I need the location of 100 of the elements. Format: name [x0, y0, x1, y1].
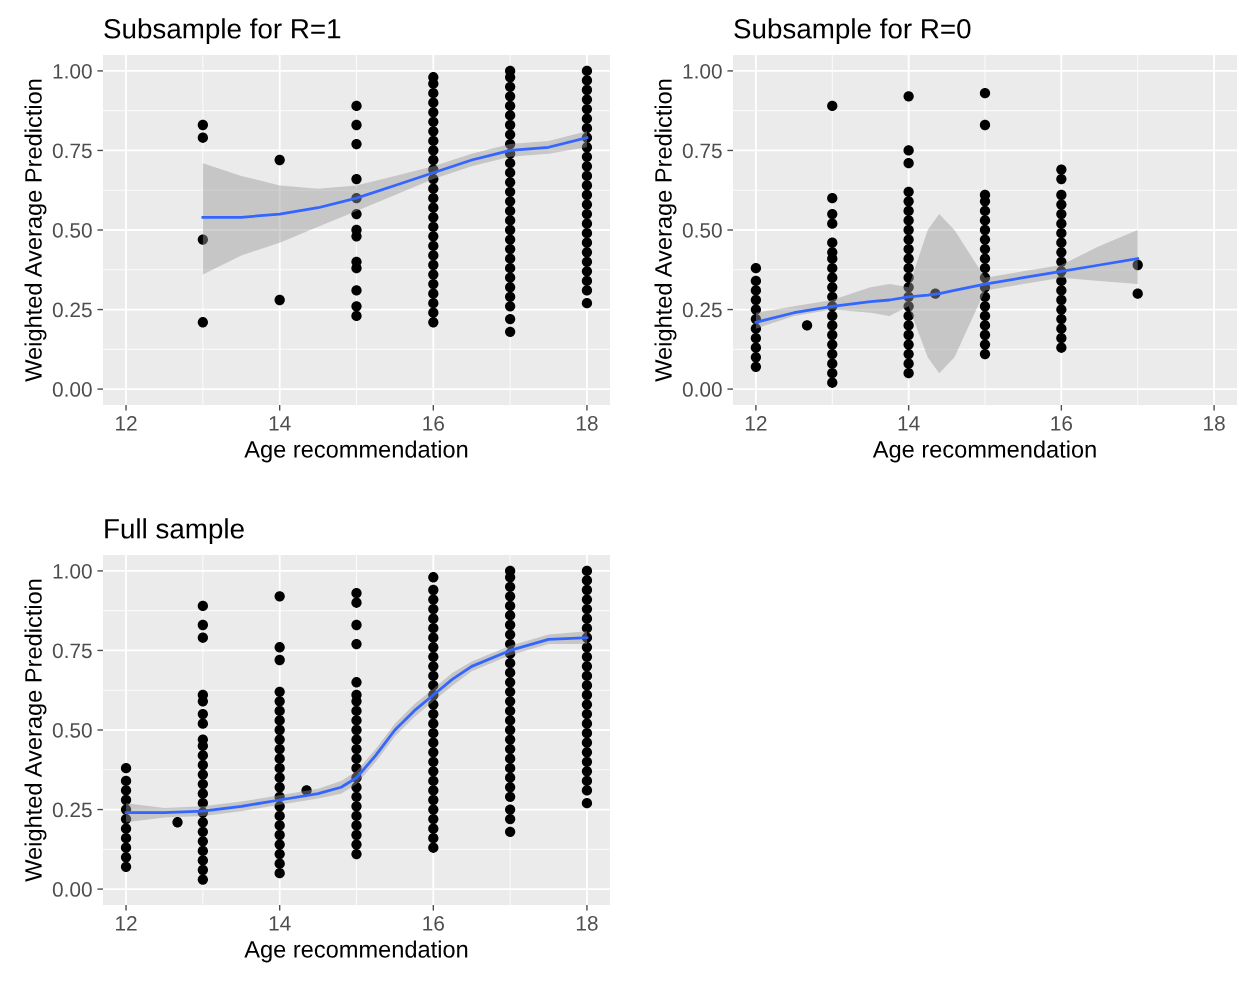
point [504, 782, 516, 793]
point [351, 285, 362, 296]
point [428, 680, 439, 691]
point [504, 600, 516, 612]
point [581, 756, 593, 767]
point [428, 603, 439, 615]
point [197, 317, 209, 328]
point [428, 317, 439, 328]
point [504, 686, 516, 697]
point [504, 667, 516, 678]
point [351, 173, 362, 185]
point [581, 718, 593, 729]
point [428, 193, 439, 204]
point [351, 848, 362, 860]
x-tick-label: 14 [898, 416, 920, 431]
y-axis-title: Weighted Average Prediction [24, 579, 47, 882]
point [827, 272, 838, 283]
x-tick-label: 12 [116, 915, 137, 931]
point [581, 285, 593, 296]
point [504, 138, 516, 150]
point [827, 100, 838, 112]
point [504, 100, 516, 112]
point [351, 301, 362, 312]
point [351, 677, 362, 688]
point [979, 272, 991, 283]
point [827, 218, 838, 229]
point [351, 743, 362, 755]
point [581, 728, 593, 739]
point [428, 221, 439, 232]
point [903, 196, 914, 207]
point [750, 342, 762, 353]
point [274, 294, 285, 306]
point [581, 170, 593, 182]
point [351, 820, 362, 831]
point [903, 234, 914, 245]
point [428, 212, 439, 223]
y-axis-title: Weighted Average Prediction [24, 79, 47, 382]
y-tick-label: 1.00 [683, 63, 722, 79]
point [274, 829, 285, 841]
point [979, 224, 991, 236]
point [197, 718, 209, 729]
point [581, 142, 593, 153]
point [581, 84, 593, 96]
point [750, 304, 762, 315]
point [428, 173, 439, 185]
point [274, 696, 285, 707]
point [504, 677, 516, 688]
y-axis-title: Weighted Average Prediction [654, 79, 677, 382]
point [903, 91, 914, 102]
point [504, 734, 516, 745]
point [351, 791, 362, 802]
point [903, 320, 914, 331]
point [979, 310, 991, 322]
point [827, 329, 838, 341]
point [504, 696, 516, 707]
point [351, 208, 362, 220]
point [581, 747, 593, 758]
x-tick-label: 16 [423, 915, 444, 931]
point [903, 348, 914, 360]
point [979, 263, 991, 274]
point [979, 234, 991, 245]
point [197, 778, 209, 790]
point [504, 243, 516, 255]
point [903, 205, 914, 217]
point [827, 368, 838, 379]
point [903, 215, 914, 226]
y-tick-label: 0.75 [52, 143, 92, 159]
x-tick-label: 14 [269, 916, 291, 931]
point [581, 575, 593, 586]
point [428, 307, 439, 318]
point [581, 94, 593, 105]
point [274, 686, 285, 697]
point [979, 88, 991, 99]
point [274, 724, 285, 736]
point [1056, 256, 1067, 267]
point [504, 313, 516, 325]
point [903, 339, 914, 350]
point [750, 275, 762, 287]
point [120, 785, 132, 796]
point [504, 791, 516, 802]
point [581, 161, 593, 172]
x-tick-label: 18 [576, 915, 598, 931]
point [428, 613, 439, 624]
x-axis-title: Age recommendation [244, 440, 468, 463]
point [428, 584, 439, 596]
y-tick-label: 0.00 [682, 382, 722, 397]
point [504, 826, 516, 837]
point [351, 310, 362, 322]
point [827, 282, 838, 293]
point [903, 358, 914, 369]
point [197, 826, 209, 837]
point [428, 775, 439, 787]
point [581, 218, 593, 229]
point [197, 234, 209, 245]
point [197, 874, 209, 885]
point [827, 263, 838, 274]
point [428, 154, 439, 166]
point [197, 817, 209, 828]
point [274, 591, 285, 602]
point [504, 196, 516, 207]
